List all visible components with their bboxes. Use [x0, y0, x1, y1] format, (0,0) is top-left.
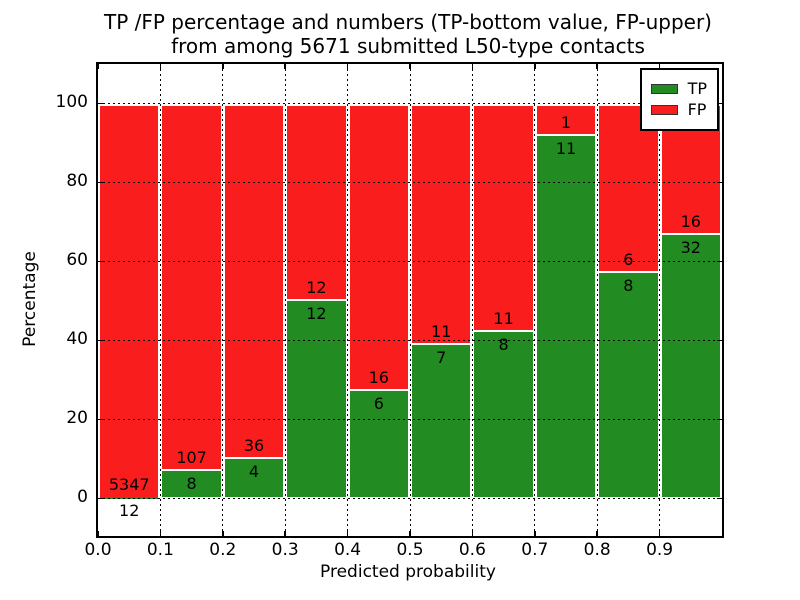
- x-tick-mark-top: [222, 64, 224, 69]
- tp-count-label: 8: [498, 335, 509, 355]
- x-tick-mark-bottom: [471, 531, 474, 536]
- x-tick-mark-top: [596, 64, 598, 69]
- tp-bar-segment: [597, 272, 660, 499]
- x-tick-mark-bottom: [346, 531, 349, 536]
- fp-count-label: 11: [493, 309, 514, 329]
- fp-count-label: 11: [431, 321, 452, 341]
- fp-bar-segment: [597, 103, 660, 273]
- fp-bar-segment: [98, 103, 161, 498]
- y-tick-mark-right: [717, 339, 722, 342]
- y-tick-mark-left: [98, 181, 103, 184]
- x-tick-mark-top: [284, 64, 286, 69]
- legend-swatch-fp: [650, 105, 678, 115]
- fp-count-label: 16: [368, 367, 389, 387]
- tp-bar-segment: [410, 344, 473, 499]
- y-tick-mark-right: [717, 418, 722, 421]
- tp-bar-segment: [534, 136, 598, 499]
- x-tick-label: 0.2: [209, 540, 237, 560]
- tp-count-label: 11: [555, 139, 577, 159]
- legend-label: FP: [687, 100, 707, 119]
- fp-count-label: 5347: [108, 474, 150, 494]
- x-tick-mark-bottom: [97, 531, 99, 536]
- tp-bar-segment: [285, 301, 348, 499]
- legend: TP FP: [639, 68, 719, 131]
- x-tick-label: 0.7: [521, 540, 549, 560]
- x-tick-mark-bottom: [596, 531, 598, 536]
- fp-bar-segment: [472, 103, 535, 333]
- y-tick-label: 60: [66, 249, 88, 270]
- x-tick-label: 0.6: [458, 540, 486, 560]
- chart-title-line1: TP /FP percentage and numbers (TP-bottom…: [104, 10, 712, 34]
- x-tick-mark-top: [409, 64, 411, 69]
- x-tick-label: 0.3: [271, 540, 299, 560]
- x-tick-label: 0.0: [84, 540, 112, 560]
- fp-bar-segment: [534, 103, 598, 137]
- y-tick-mark-left: [98, 418, 103, 421]
- y-tick-label: 20: [66, 407, 88, 428]
- x-tick-label: 0.5: [396, 540, 424, 560]
- fp-count-label: 107: [176, 448, 207, 468]
- x-tick-mark-top: [97, 64, 99, 69]
- fp-count-label: 16: [680, 212, 701, 232]
- fp-count-label: 12: [306, 278, 327, 297]
- x-tick-mark-top: [346, 64, 349, 69]
- chart-title-line2: from among 5671 submitted L50-type conta…: [171, 34, 645, 58]
- legend-swatch-tp: [650, 84, 678, 94]
- x-tick-label: 0.1: [146, 540, 174, 560]
- tp-count-label: 4: [248, 462, 260, 481]
- fp-count-label: 36: [243, 436, 265, 455]
- x-tick-mark-top: [471, 64, 474, 69]
- x-axis-title: Predicted probability: [320, 562, 496, 582]
- y-tick-mark-left: [98, 339, 103, 342]
- y-axis-title: Percentage: [20, 251, 40, 347]
- tp-count-label: 8: [623, 275, 634, 295]
- tp-bar-segment: [472, 332, 535, 499]
- x-tick-mark-top: [534, 64, 536, 69]
- x-tick-mark-bottom: [658, 531, 661, 536]
- tp-bar-segment: [222, 459, 286, 499]
- y-tick-mark-right: [717, 260, 722, 263]
- y-tick-mark-left: [98, 497, 103, 500]
- chart-title: TP /FP percentage and numbers (TP-bottom…: [96, 10, 720, 58]
- legend-item: TP: [650, 79, 707, 98]
- x-tick-mark-bottom: [222, 531, 224, 536]
- fp-bar-segment: [347, 103, 410, 391]
- legend-label: TP: [687, 79, 707, 98]
- y-tick-label: 0: [77, 486, 88, 507]
- x-tick-mark-bottom: [159, 531, 162, 536]
- tp-bar-segment: [347, 390, 410, 499]
- y-tick-mark-right: [717, 497, 722, 500]
- y-tick-label: 100: [55, 91, 88, 112]
- x-tick-mark-bottom: [284, 531, 286, 536]
- tp-count-label: 7: [436, 347, 447, 367]
- y-tick-label: 40: [66, 328, 88, 349]
- tp-bar-segment: [659, 235, 722, 499]
- y-tick-mark-right: [717, 181, 722, 184]
- fp-bar-segment: [410, 103, 473, 345]
- tp-count-label: 12: [306, 304, 327, 323]
- plot-area: 5347 12 107 8 36 4 12 12 16 6 11 7 11 8 1 11 6 8 16 32 TP FP: [96, 62, 724, 538]
- y-tick-mark-left: [98, 260, 103, 263]
- fp-bar-segment: [160, 103, 223, 472]
- tp-count-label: 8: [186, 474, 197, 494]
- tp-bar-segment: [160, 471, 223, 499]
- fp-count-label: 1: [560, 113, 572, 133]
- fp-count-label: 6: [623, 249, 634, 269]
- x-tick-label: 0.8: [583, 540, 611, 560]
- x-tick-label: 0.9: [646, 540, 674, 560]
- x-tick-label: 0.4: [334, 540, 362, 560]
- x-tick-mark-bottom: [534, 531, 536, 536]
- x-tick-mark-bottom: [409, 531, 411, 536]
- x-tick-mark-top: [159, 64, 162, 69]
- legend-item: FP: [650, 100, 707, 119]
- fp-bar-segment: [285, 103, 348, 301]
- tp-count-label: 6: [373, 393, 384, 413]
- tp-count-label: 32: [680, 238, 701, 258]
- tp-bar-segment: [98, 497, 161, 499]
- y-tick-label: 80: [66, 170, 88, 191]
- y-tick-mark-left: [98, 102, 103, 105]
- fp-bar-segment: [222, 103, 286, 459]
- tp-count-label: 12: [119, 500, 140, 520]
